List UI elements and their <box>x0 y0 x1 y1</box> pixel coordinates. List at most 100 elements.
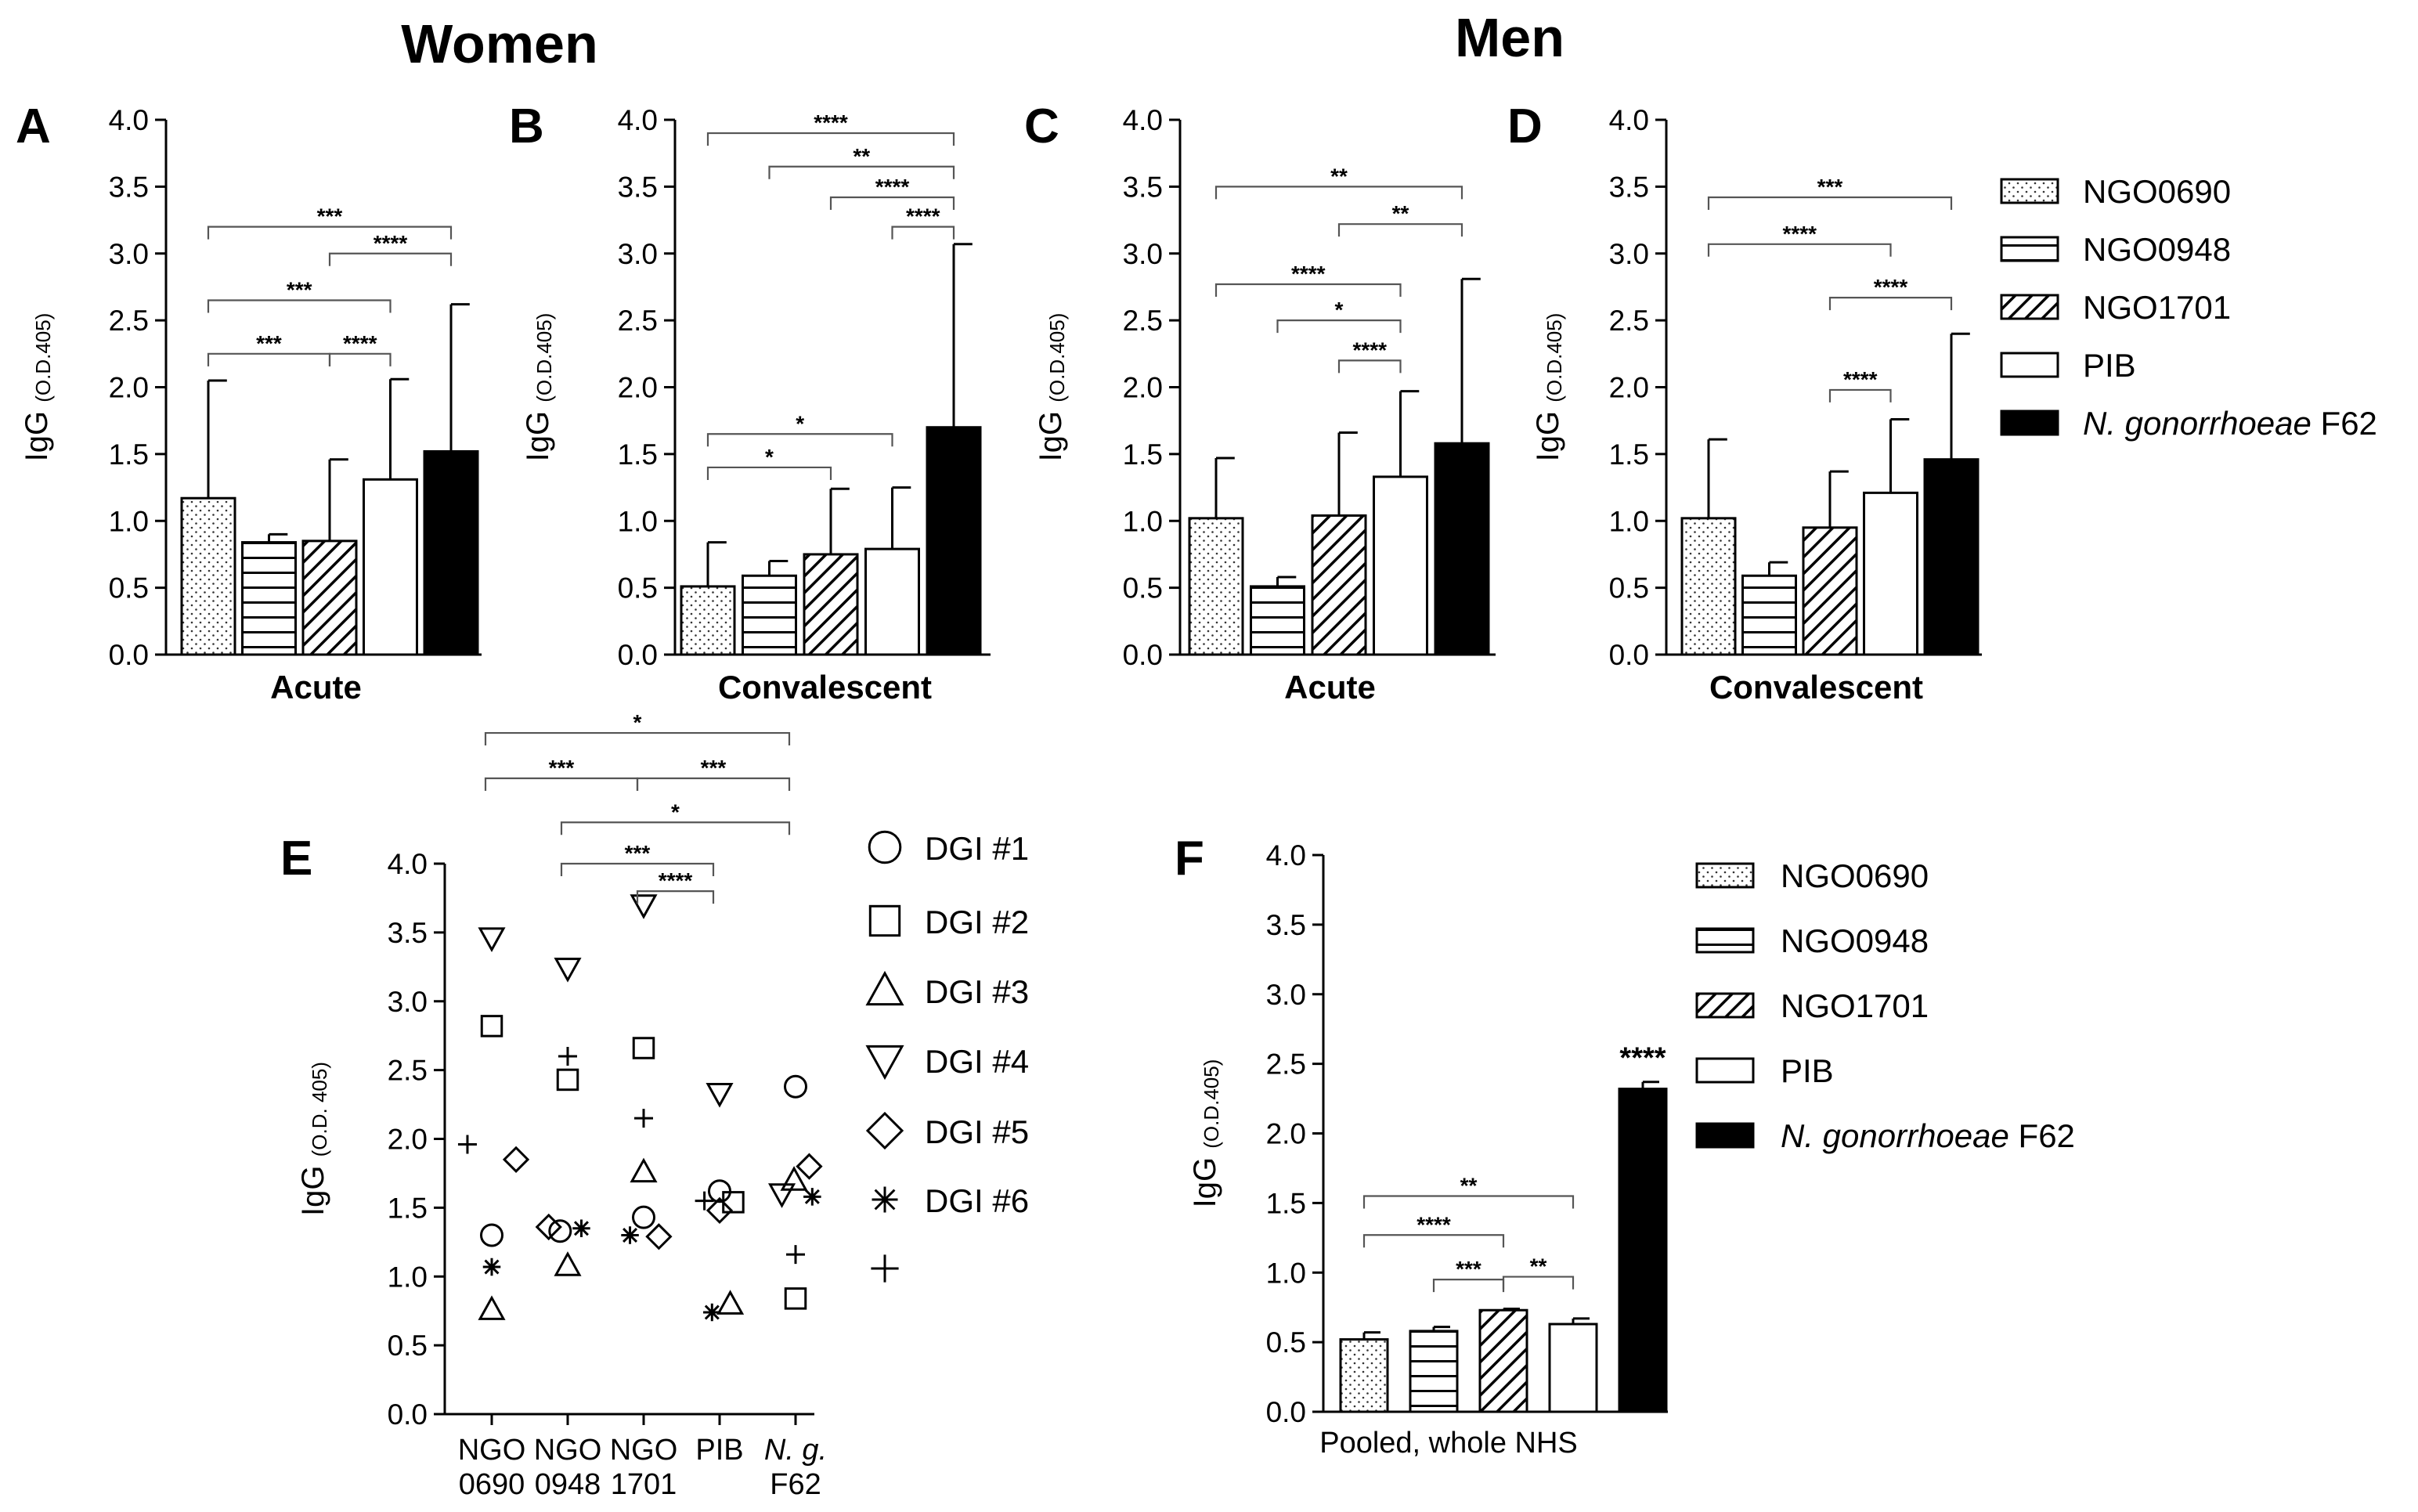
x-tick-label: 0690 <box>459 1468 525 1501</box>
y-tick-label: 1.5 <box>1266 1187 1306 1219</box>
point-dgi-6 <box>482 1258 501 1276</box>
point-dgi-3 <box>554 1251 582 1276</box>
significance-label: ** <box>853 144 870 168</box>
y-axis-title: IgG (O.D.405) <box>20 313 55 462</box>
significance-label: **** <box>906 204 940 229</box>
point-dgi-6 <box>703 1303 721 1322</box>
y-tick-label: 0.5 <box>1266 1326 1306 1359</box>
x-axis-title: Convalescent <box>718 669 932 705</box>
legend-swatch-f62 <box>2000 410 2059 436</box>
significance-bracket <box>1337 223 1463 237</box>
panel-letter-c: C <box>1024 99 1059 153</box>
point-dgi-3 <box>478 1295 506 1320</box>
point-dgi-3 <box>630 1157 658 1183</box>
point-dgi-2 <box>722 1191 745 1214</box>
legend-f-swatch-pib <box>1695 1057 1755 1084</box>
y-tick-label: 1.0 <box>1123 505 1163 537</box>
bar-ngo0948 <box>1250 585 1305 656</box>
y-tick-label: 4.0 <box>1266 839 1306 871</box>
significance-label: ** <box>1530 1254 1547 1279</box>
bar-ngo1701 <box>1802 526 1858 656</box>
bar-ngo1701 <box>803 553 859 656</box>
legend-f-swatch-ngo1701 <box>1695 992 1755 1019</box>
significance-label: *** <box>256 331 282 355</box>
y-tick-label: 2.0 <box>388 1124 428 1156</box>
legend-e-label-dgi1: DGI #1 <box>925 830 1029 867</box>
point-dgi-4 <box>478 927 506 952</box>
group-title-men: Men <box>1455 7 1564 68</box>
y-tick-label: 3.5 <box>388 917 428 949</box>
bar-n-gonorrhoeae-f62 <box>423 449 479 656</box>
x-axis-title: Acute <box>1284 669 1376 705</box>
significance-bracket <box>1276 319 1402 334</box>
significance-bracket <box>891 226 955 240</box>
y-tick-label: 0.0 <box>388 1398 428 1431</box>
legend-e-marker-diamond <box>865 1111 904 1150</box>
legend-swatch-ngo0948 <box>2000 236 2059 262</box>
legend-e-label-dgi5: DGI #5 <box>925 1113 1029 1150</box>
significance-bracket <box>560 821 791 835</box>
y-tick-label: 4.0 <box>388 848 428 880</box>
bar-ngo0948 <box>241 541 297 656</box>
significance-bracket <box>1707 196 1953 211</box>
y-tick-label: 2.0 <box>1609 372 1649 404</box>
y-tick-label: 0.0 <box>618 639 658 671</box>
panel-letter-f: F <box>1175 832 1204 886</box>
significance-bracket <box>706 466 832 480</box>
y-tick-label: 2.5 <box>388 1055 428 1087</box>
bar-n-gonorrhoeae-f62 <box>1923 458 1980 656</box>
panel-letter-a: A <box>16 99 51 153</box>
y-tick-label: 2.5 <box>109 305 149 337</box>
y-tick-label: 1.0 <box>1266 1257 1306 1289</box>
y-axis-title: IgG (O.D.405) <box>1531 313 1566 462</box>
point-dgi-7 <box>695 1191 714 1211</box>
significance-label: ** <box>1460 1173 1478 1197</box>
significance-label: *** <box>317 204 343 229</box>
y-tick-label: 3.0 <box>1266 979 1306 1011</box>
y-tick-label: 4.0 <box>109 104 149 136</box>
bar-ngo0690 <box>1188 517 1244 656</box>
significance-label: * <box>765 445 774 469</box>
bar-n-gonorrhoeae-f62 <box>1434 442 1490 656</box>
y-tick-label: 0.5 <box>109 572 149 604</box>
significance-label: *** <box>701 756 727 780</box>
point-dgi-7 <box>558 1047 577 1066</box>
y-tick-label: 4.0 <box>1609 104 1649 136</box>
y-tick-label: 4.0 <box>1123 104 1163 136</box>
y-tick-label: 0.0 <box>109 639 149 671</box>
significance-bracket <box>768 165 955 179</box>
panel-letter-b: B <box>509 99 544 153</box>
y-tick-label: 1.5 <box>1123 438 1163 471</box>
legend-e-marker-triangle-down <box>865 1045 904 1081</box>
panel-b-women-convalescent-chart: 0.0 0.5 1.0 1.5 2.0 2.5 3.0 3.5 4.0 IgG (O.D.405)… <box>521 104 991 705</box>
y-tick-label: 2.5 <box>1266 1048 1306 1081</box>
point-dgi-6 <box>572 1219 590 1237</box>
bar-pib <box>864 547 920 656</box>
significance-bracket <box>560 862 715 876</box>
significance-label: **** <box>1874 275 1908 299</box>
significance-label: *** <box>287 278 312 302</box>
point-dgi-3 <box>716 1290 745 1315</box>
legend-e: DGI #1 DGI #2 DGI #3 DGI #4 DGI #5 DGI #… <box>865 830 1029 1283</box>
significance-bracket <box>1214 186 1463 200</box>
x-axis-title: Acute <box>270 669 362 705</box>
bar-n-gonorrhoeae-f62 <box>926 426 982 656</box>
y-axis-title: IgG (O.D. 405) <box>296 1062 331 1216</box>
x-tick-label: NGO <box>534 1434 602 1467</box>
y-tick-label: 2.0 <box>618 372 658 404</box>
point-dgi-2 <box>556 1068 579 1092</box>
point-dgi-2 <box>480 1015 503 1037</box>
legend-e-marker-asterisk <box>872 1186 898 1213</box>
point-dgi-3 <box>780 1166 808 1191</box>
point-dgi-4 <box>767 1183 796 1208</box>
significance-bracket <box>207 352 331 366</box>
point-dgi-5 <box>796 1153 823 1180</box>
significance-bracket <box>706 132 955 146</box>
y-axis-title: IgG (O.D.405) <box>521 313 556 462</box>
y-tick-label: 3.0 <box>1123 238 1163 270</box>
y-tick-label: 2.0 <box>109 372 149 404</box>
bar-ngo1701 <box>1311 514 1367 656</box>
y-tick-label: 3.0 <box>1609 238 1649 270</box>
significance-bracket <box>328 252 453 266</box>
point-dgi-1 <box>632 1205 655 1229</box>
